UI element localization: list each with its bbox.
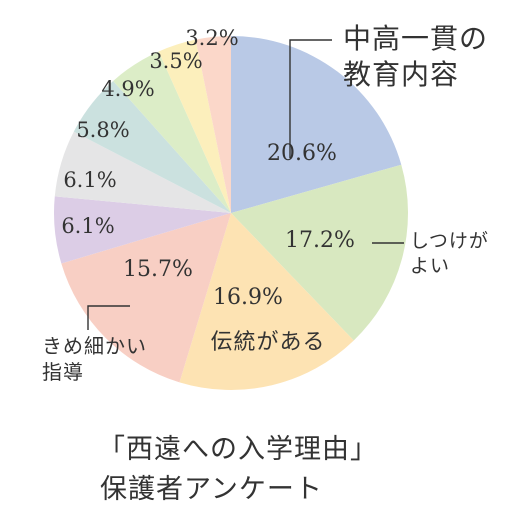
slice-name-label-2-line-1: しつけが — [410, 230, 489, 252]
pie-slice-1 — [231, 36, 402, 213]
leader-line-1 — [289, 39, 332, 158]
chart-title: 「西遠への入学理由」 — [98, 434, 378, 465]
pie-slice-4 — [61, 213, 232, 383]
slice-value-label-7: 5.8% — [76, 118, 129, 142]
pie-slice-2 — [231, 164, 408, 341]
slice-name-label-4-line-2: 指導 — [42, 360, 84, 384]
slice-name-label-3-line-1: 伝統がある — [210, 330, 325, 355]
slice-name-label-1-line-1: 中高一貫の — [343, 22, 488, 55]
slice-value-label-8: 4.9% — [101, 77, 154, 101]
chart-subtitle: 保護者アンケート — [100, 474, 323, 505]
pie-slice-7 — [73, 80, 231, 213]
slice-name-label-4-line-1: きめ細かい — [42, 334, 147, 358]
slice-name-label-1-line-2: 教育内容 — [343, 58, 459, 91]
slice-value-label-9: 3.5% — [149, 49, 202, 73]
pie-slice-10 — [195, 36, 231, 213]
slice-value-label-10: 3.2% — [185, 26, 238, 50]
slice-value-label-5: 6.1% — [61, 214, 114, 238]
slice-value-label-2: 17.2% — [285, 228, 355, 253]
leader-line-4 — [87, 305, 130, 330]
slice-value-label-6: 6.1% — [63, 168, 116, 192]
pie-slice-8 — [113, 51, 231, 214]
slice-value-label-1: 20.6% — [267, 141, 337, 166]
slice-value-label-3: 16.9% — [213, 285, 283, 310]
pie-slice-6 — [54, 131, 231, 213]
pie-slice-3 — [179, 213, 354, 391]
slice-name-label-2-line-2: よい — [410, 255, 450, 277]
slice-value-label-4: 15.7% — [123, 257, 193, 282]
pie-slice-9 — [158, 39, 231, 213]
pie-slice-5 — [54, 196, 232, 264]
